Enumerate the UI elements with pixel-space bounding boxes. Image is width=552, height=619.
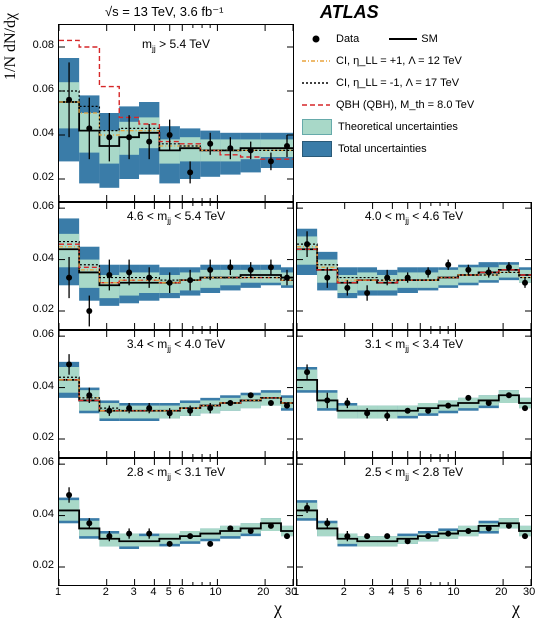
xtick-label: 4: [388, 586, 394, 598]
legend-theo-label: Theoretical uncertainties: [338, 121, 458, 133]
legend-ci-minus: CI, η_LL = -1, Λ = 17 TeV: [302, 74, 542, 92]
ytick-label: 0.08: [33, 39, 54, 51]
atlas-label: ATLAS: [320, 2, 379, 23]
panel-title: 2.5 < mjj < 2.8 TeV: [365, 465, 463, 481]
panel-title: 4.0 < mjj < 4.6 TeV: [365, 209, 463, 225]
panel-p1: 4.6 < mjj < 5.4 TeV: [58, 202, 294, 330]
panel-title: mjj > 5.4 TeV: [142, 37, 210, 53]
xtick-label: 6: [416, 586, 422, 598]
xtick-label: 5: [166, 586, 172, 598]
legend-sm-label: SM: [421, 33, 438, 45]
panel-p4: 3.1 < mjj < 3.4 TeV: [296, 330, 532, 458]
panel-p6: 2.5 < mjj < 2.8 TeV: [296, 458, 532, 586]
xtick-label: 20: [257, 586, 269, 598]
legend-data-label: Data: [336, 33, 359, 45]
legend: Data SM CI, η_LL = +1, Λ = 12 TeV CI, η_…: [302, 30, 542, 162]
xtick-label: 3: [131, 586, 137, 598]
legend-data: Data SM: [302, 30, 542, 48]
xtick-label: 30: [523, 586, 535, 598]
ytick-label: 0.04: [33, 252, 54, 264]
xtick-label: 20: [495, 586, 507, 598]
panel-title: 3.1 < mjj < 3.4 TeV: [365, 337, 463, 353]
panel-p0: mjj > 5.4 TeV: [58, 24, 294, 202]
legend-ci-minus-label: CI, η_LL = -1, Λ = 17 TeV: [336, 77, 459, 89]
panel-title: 3.4 < mjj < 4.0 TeV: [127, 337, 225, 353]
ytick-label: 0.06: [33, 456, 54, 468]
y-axis-label: 1/N dN/dχ: [2, 13, 20, 80]
xtick-label: 1: [293, 586, 299, 598]
x-axis-label: χ: [274, 598, 282, 619]
xtick-label: 2: [103, 586, 109, 598]
header-text: √s = 13 TeV, 3.6 fb⁻¹: [105, 4, 223, 20]
legend-qbh-label: QBH (QBH), M_th = 8.0 TeV: [336, 99, 474, 111]
xtick-label: 10: [447, 586, 459, 598]
ytick-label: 0.02: [33, 431, 54, 443]
xtick-label: 5: [404, 586, 410, 598]
legend-total-label: Total uncertainties: [338, 143, 427, 155]
xtick-label: 3: [369, 586, 375, 598]
ytick-label: 0.04: [33, 127, 54, 139]
panel-p5: 2.8 < mjj < 3.1 TeV: [58, 458, 294, 586]
ytick-label: 0.04: [33, 508, 54, 520]
legend-qbh: QBH (QBH), M_th = 8.0 TeV: [302, 96, 542, 114]
x-axis-label: χ: [512, 598, 520, 619]
panel-p2: 4.0 < mjj < 4.6 TeV: [296, 202, 532, 330]
xtick-label: 1: [55, 586, 61, 598]
legend-total: Total uncertainties: [302, 140, 542, 158]
ytick-label: 0.02: [33, 171, 54, 183]
ytick-label: 0.06: [33, 83, 54, 95]
legend-theo: Theoretical uncertainties: [302, 118, 542, 136]
ytick-label: 0.06: [33, 200, 54, 212]
ytick-label: 0.02: [33, 303, 54, 315]
panel-p3: 3.4 < mjj < 4.0 TeV: [58, 330, 294, 458]
xtick-label: 4: [150, 586, 156, 598]
ytick-label: 0.04: [33, 380, 54, 392]
ytick-label: 0.02: [33, 559, 54, 571]
xtick-label: 2: [341, 586, 347, 598]
ytick-label: 0.06: [33, 328, 54, 340]
legend-ci-plus: CI, η_LL = +1, Λ = 12 TeV: [302, 52, 542, 70]
xtick-label: 10: [209, 586, 221, 598]
panel-title: 2.8 < mjj < 3.1 TeV: [127, 465, 225, 481]
panel-title: 4.6 < mjj < 5.4 TeV: [127, 209, 225, 225]
legend-ci-plus-label: CI, η_LL = +1, Λ = 12 TeV: [336, 55, 462, 67]
xtick-label: 6: [178, 586, 184, 598]
figure: 1/N dN/dχ √s = 13 TeV, 3.6 fb⁻¹ ATLAS Da…: [0, 0, 552, 613]
